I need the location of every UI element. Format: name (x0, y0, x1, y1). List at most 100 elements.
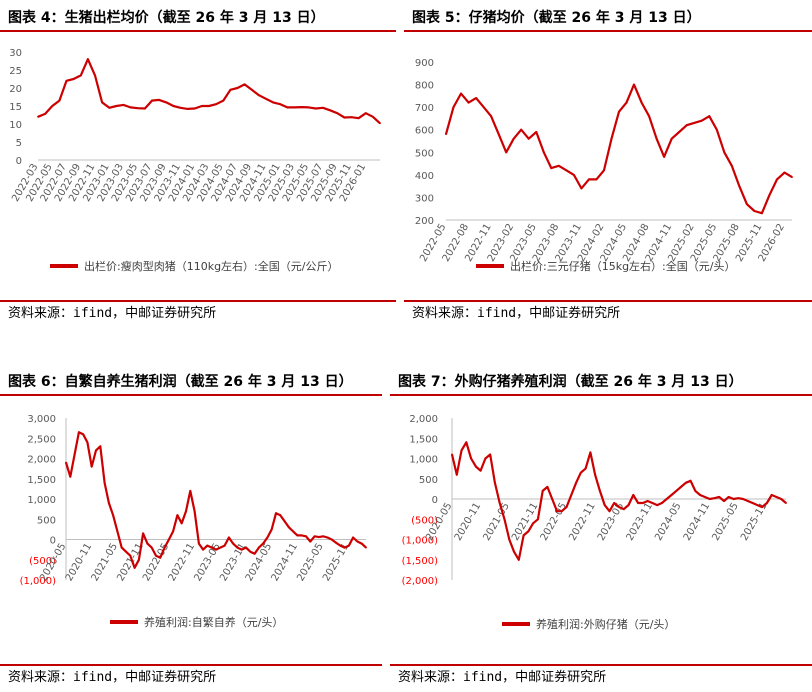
data-point (625, 101, 628, 104)
data-point (116, 530, 119, 533)
data-point (287, 526, 290, 529)
data-point (120, 546, 123, 549)
data-point (167, 538, 170, 541)
piglet-price-chart: 2003004005006007008009002022-052022-0820… (415, 58, 793, 273)
y-tick-label: 1,500 (27, 475, 56, 486)
data-point (364, 112, 367, 115)
data-point (180, 522, 183, 525)
data-point (693, 122, 696, 124)
data-point (527, 530, 530, 533)
data-point (663, 155, 666, 158)
data-point (460, 449, 463, 452)
data-point (603, 169, 605, 172)
data-point (257, 546, 260, 549)
data-point (633, 83, 635, 86)
data-point (730, 164, 733, 167)
data-point (470, 457, 472, 460)
data-point (503, 518, 506, 521)
data-point (292, 530, 295, 533)
y-tick-label: 3,000 (27, 414, 56, 425)
data-point (322, 106, 324, 109)
data-point (329, 109, 332, 112)
data-point (465, 441, 468, 444)
x-tick-label: 2025-05 (710, 501, 740, 543)
data-point (589, 451, 592, 454)
data-point (535, 131, 538, 133)
y-tick-label: 800 (415, 81, 434, 92)
data-point (746, 500, 749, 502)
y-tick-label: 1,000 (27, 495, 56, 506)
data-point (158, 98, 161, 101)
data-point (101, 101, 104, 104)
data-point (785, 502, 787, 504)
data-point (185, 510, 187, 513)
data-point (536, 518, 539, 521)
data-point (780, 498, 783, 500)
data-point (136, 107, 139, 110)
source-note: 资料来源：ifind，中邮证券研究所 (390, 664, 812, 690)
data-point (179, 106, 182, 109)
y-tick-label: (1,000) (20, 576, 57, 587)
data-point (494, 481, 496, 484)
y-tick-label: 1,500 (409, 434, 438, 445)
y-tick-label: 400 (415, 171, 434, 182)
data-point (689, 479, 692, 482)
data-point (766, 502, 768, 504)
data-point (512, 137, 515, 140)
data-point (613, 502, 616, 504)
source-note: 资料来源：ifind，中邮证券研究所 (404, 300, 812, 326)
data-point (584, 467, 587, 470)
data-point (99, 445, 102, 448)
data-point (484, 457, 487, 460)
data-point (142, 532, 145, 535)
data-point (343, 116, 346, 119)
data-point (186, 107, 189, 110)
data-point (517, 558, 520, 561)
data-point (513, 550, 515, 553)
data-point (768, 194, 771, 197)
data-point (125, 550, 127, 553)
data-point (129, 106, 132, 109)
data-point (610, 137, 613, 140)
data-point (546, 485, 549, 488)
y-tick-label: 5 (16, 138, 22, 149)
data-point (579, 471, 582, 474)
data-point (550, 167, 553, 169)
series-line (444, 83, 793, 215)
source-note: 资料来源：ifind，中邮证券研究所 (0, 300, 396, 326)
data-point (309, 540, 312, 543)
data-point (665, 498, 668, 500)
data-point (330, 538, 333, 541)
data-point (505, 151, 508, 154)
x-tick-label: 2022-11 (567, 501, 597, 543)
chart-panel-4: 图表 4：生猪出栏均价（截至 26 年 3 月 13 日） 0 5 10 15 20 25… (0, 0, 396, 332)
x-tick-label: 2024-05 (653, 501, 683, 543)
legend-label: 养殖利润:自繁自养（元/头） (144, 615, 283, 629)
data-point (723, 500, 725, 502)
data-point (73, 453, 76, 456)
data-point (783, 171, 786, 174)
data-point (200, 105, 203, 107)
data-point (723, 151, 726, 154)
data-point (339, 544, 342, 547)
data-point (122, 104, 125, 106)
data-point (703, 496, 706, 498)
data-point (129, 554, 132, 557)
data-point (541, 490, 544, 492)
y-tick-label: (1,500) (402, 556, 439, 567)
data-point (365, 546, 367, 549)
data-point (776, 178, 778, 181)
data-point (618, 110, 620, 113)
data-point (357, 117, 360, 120)
x-tick-label: 2024-11 (682, 501, 712, 543)
data-point (65, 461, 67, 464)
y-tick-label: 500 (37, 515, 56, 526)
data-point (270, 528, 273, 531)
y-tick-label: 2,000 (409, 414, 438, 425)
data-point (262, 542, 265, 545)
data-point (532, 522, 535, 525)
data-point (189, 490, 192, 492)
data-point (77, 431, 80, 434)
data-point (520, 128, 523, 131)
y-tick-label: 0 (16, 156, 22, 167)
